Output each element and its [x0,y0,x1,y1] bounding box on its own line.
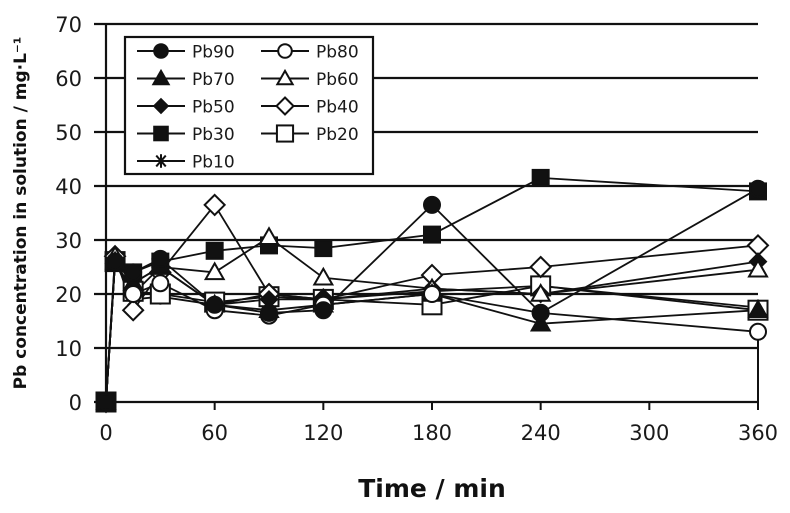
data-point-pb90 [124,263,143,282]
legend-label: Pb30 [192,125,235,145]
legend-box [123,35,375,176]
x-tick-labels: 0 60 120 180 240 300 360 [99,421,778,445]
data-point-pb60 [529,282,552,302]
x-tick-label: 0 [99,421,112,445]
series-pb70 [105,259,759,403]
data-point-pb80 [749,322,767,341]
data-point-pb90 [531,303,550,322]
data-point-pb30 [531,168,550,187]
x-tick-label: 360 [738,421,778,445]
y-tick-label: 50 [55,121,82,145]
legend-label: Pb10 [192,153,235,173]
legend: Pb90 Pb80 Pb70 Pb60 Pb50 Pb40 Pb30 Pb20 Pb10 [123,35,375,176]
y-tick-label: 10 [55,337,82,361]
data-point-pb60 [203,261,226,281]
legend-marker-circle-open-icon [277,43,293,59]
series-pb60 [105,236,759,403]
data-point-pb40 [529,255,553,279]
series-line-pb60 [105,236,759,403]
data-point-pb90 [205,295,224,314]
data-point-pb60 [312,266,335,286]
data-point-pb30 [205,241,224,260]
x-axis-title: Time / min [358,474,506,503]
legend-item-pb50: Pb50 [137,98,235,118]
legend-label: Pb60 [316,70,359,90]
legend-item-pb80: Pb80 [261,43,359,63]
legend-marker-triangle-open-icon [275,68,295,86]
x-tick-label: 300 [629,421,669,445]
data-point-pb90 [314,301,333,320]
legend-item-pb90: Pb90 [137,43,235,63]
legend-item-pb30: Pb30 [137,125,235,145]
legend-label: Pb80 [316,43,359,63]
data-point-pb30 [423,225,441,244]
x-tick-label: 60 [201,421,228,445]
legend-item-pb60: Pb60 [261,68,359,90]
y-tick-labels: 0 10 20 30 40 50 60 70 [55,13,82,415]
y-tick-label: 30 [55,229,82,253]
data-point-pb90 [97,393,115,411]
y-tick-label: 60 [55,67,82,91]
x-tick-label: 120 [303,421,343,445]
legend-label: Pb20 [316,125,359,145]
y-tick-label: 20 [55,283,82,307]
legend-item-pb70: Pb70 [137,68,235,90]
legend-label: Pb50 [192,98,235,118]
data-point-pb60 [747,258,769,278]
legend-item-pb40: Pb40 [261,96,359,118]
series-line-pb70 [105,259,759,403]
data-point-pb70 [529,312,552,332]
data-point-pb40 [121,298,145,322]
y-tick-label: 40 [55,175,82,199]
series-markers-pb90 [97,179,767,411]
y-axis-title: Pb concentration in solution / mg·L⁻¹ [11,37,31,390]
data-point-pb60 [258,226,280,246]
data-point-pb30 [314,239,333,258]
x-tick-label: 240 [521,421,561,445]
legend-marker-diamond-open-icon [275,96,295,116]
legend-label: Pb70 [192,70,235,90]
data-point-pb70 [747,299,769,318]
legend-marker-circle-filled-icon [153,43,169,59]
series-pb80 [105,258,759,403]
legend-item-pb10: Pb10 [137,153,235,173]
data-point-pb80 [124,285,143,303]
data-point-pb80 [151,274,170,293]
data-point-pb90 [151,249,170,268]
data-point-pb90 [106,252,125,271]
x-tick-label: 180 [412,421,452,445]
legend-marker-square-open-icon [275,124,295,143]
series-group [94,168,770,414]
y-tick-label: 70 [55,13,82,37]
legend-item-pb20: Pb20 [261,124,359,145]
data-point-pb90 [749,179,767,198]
data-point-pb40 [203,193,227,217]
legend-label: Pb40 [316,98,359,118]
legend-marker-star-icon [154,154,168,168]
legend-marker-square-filled-icon [153,125,169,142]
y-tick-label: 0 [69,391,82,415]
series-line-pb80 [105,258,759,403]
data-point-pb80 [423,285,441,303]
data-point-pb90 [260,303,278,322]
data-point-pb90 [423,195,441,214]
legend-marker-triangle-filled-icon [151,68,171,86]
legend-label: Pb90 [192,43,235,63]
legend-marker-diamond-filled-icon [152,97,170,115]
